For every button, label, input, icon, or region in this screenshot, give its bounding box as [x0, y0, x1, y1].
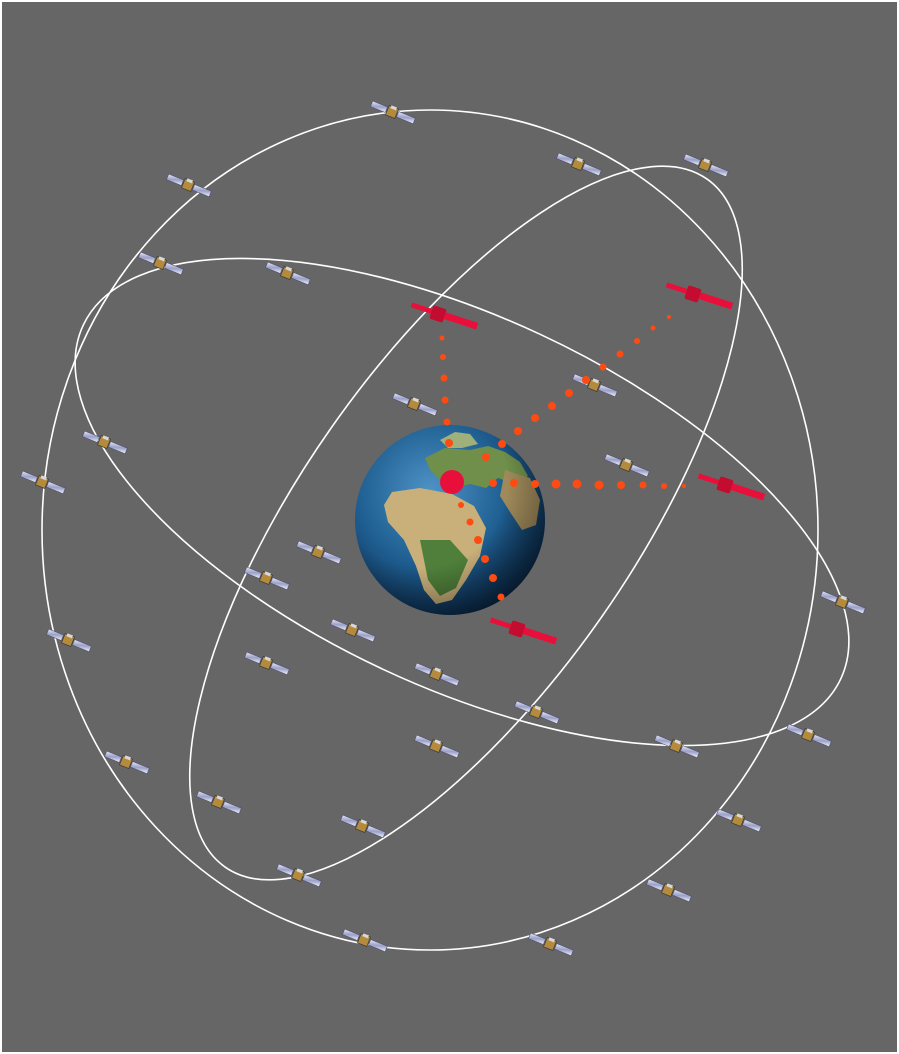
orbit-plane-a — [41, 109, 819, 951]
receiver-location-icon — [440, 470, 464, 494]
earth-globe-icon — [355, 425, 545, 615]
signal-lines — [439, 315, 686, 601]
orbit-plane-b — [74, 257, 850, 747]
orbit-plane-c — [188, 165, 744, 881]
